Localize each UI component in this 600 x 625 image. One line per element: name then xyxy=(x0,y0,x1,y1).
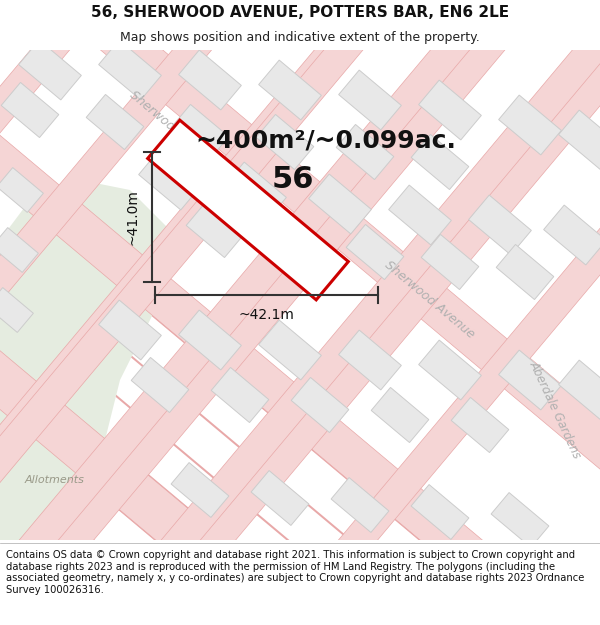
Polygon shape xyxy=(291,378,349,432)
Polygon shape xyxy=(131,357,189,412)
Polygon shape xyxy=(0,20,600,625)
Polygon shape xyxy=(179,310,241,370)
Polygon shape xyxy=(148,120,349,300)
Polygon shape xyxy=(179,50,241,110)
Polygon shape xyxy=(251,471,309,526)
Polygon shape xyxy=(224,162,286,222)
Polygon shape xyxy=(0,168,43,212)
Polygon shape xyxy=(0,0,576,625)
Polygon shape xyxy=(266,214,324,269)
Polygon shape xyxy=(259,60,322,120)
Polygon shape xyxy=(336,124,394,179)
Text: 56, SHERWOOD AVENUE, POTTERS BAR, EN6 2LE: 56, SHERWOOD AVENUE, POTTERS BAR, EN6 2L… xyxy=(91,5,509,20)
Polygon shape xyxy=(419,80,481,140)
Polygon shape xyxy=(451,398,509,452)
Text: ~41.0m: ~41.0m xyxy=(125,189,139,245)
Polygon shape xyxy=(98,40,161,100)
Polygon shape xyxy=(338,330,401,390)
Polygon shape xyxy=(411,484,469,539)
Polygon shape xyxy=(371,388,429,442)
Polygon shape xyxy=(139,150,202,210)
Polygon shape xyxy=(331,478,389,532)
Text: Aberdale Gardens: Aberdale Gardens xyxy=(527,359,583,461)
Polygon shape xyxy=(171,104,229,159)
Polygon shape xyxy=(211,368,269,423)
Polygon shape xyxy=(256,114,314,169)
Polygon shape xyxy=(559,110,600,170)
Polygon shape xyxy=(411,134,469,189)
Polygon shape xyxy=(0,228,38,272)
Text: Sherwood Avenue: Sherwood Avenue xyxy=(382,259,478,341)
Polygon shape xyxy=(1,82,59,138)
Polygon shape xyxy=(338,70,401,130)
Polygon shape xyxy=(24,0,600,625)
Polygon shape xyxy=(171,462,229,518)
Polygon shape xyxy=(346,224,404,279)
Polygon shape xyxy=(496,244,554,299)
Polygon shape xyxy=(499,95,562,155)
Polygon shape xyxy=(559,360,600,420)
Text: Contains OS data © Crown copyright and database right 2021. This information is : Contains OS data © Crown copyright and d… xyxy=(6,550,584,595)
Text: ~42.1m: ~42.1m xyxy=(239,308,295,322)
Polygon shape xyxy=(186,202,244,258)
Polygon shape xyxy=(544,205,600,265)
Text: Sherwood Avenue: Sherwood Avenue xyxy=(127,89,223,171)
Polygon shape xyxy=(19,40,82,100)
Polygon shape xyxy=(499,350,562,410)
Polygon shape xyxy=(0,288,34,332)
Polygon shape xyxy=(421,234,479,289)
Polygon shape xyxy=(0,19,600,625)
Text: ~400m²/~0.099ac.: ~400m²/~0.099ac. xyxy=(195,128,456,152)
Polygon shape xyxy=(0,180,175,540)
Polygon shape xyxy=(259,320,322,380)
Polygon shape xyxy=(98,300,161,360)
Polygon shape xyxy=(491,492,549,548)
Polygon shape xyxy=(308,174,371,234)
Text: Map shows position and indicative extent of the property.: Map shows position and indicative extent… xyxy=(120,31,480,44)
Polygon shape xyxy=(389,185,451,245)
Polygon shape xyxy=(419,340,481,400)
Polygon shape xyxy=(86,94,144,149)
Text: Allotments: Allotments xyxy=(25,475,85,485)
Polygon shape xyxy=(469,195,532,255)
Text: 56: 56 xyxy=(272,166,314,194)
